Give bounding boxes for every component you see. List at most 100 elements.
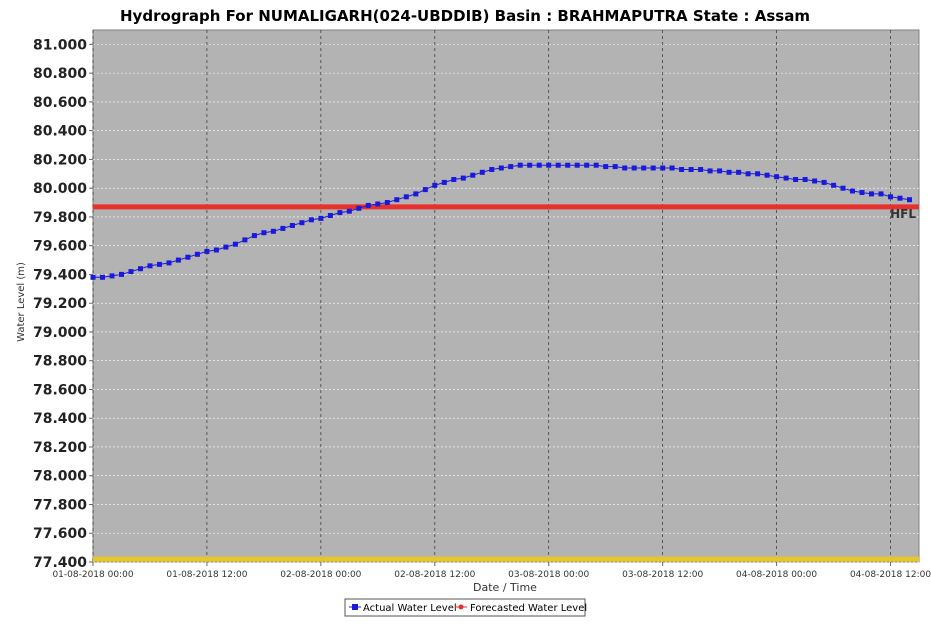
- data-point: [574, 162, 580, 168]
- data-point: [631, 165, 637, 171]
- data-point: [242, 237, 248, 243]
- data-point: [679, 167, 685, 172]
- data-point: [584, 162, 590, 168]
- data-point: [384, 200, 390, 205]
- legend-label-forecast: Forecasted Water Level: [470, 603, 587, 614]
- data-point: [755, 171, 761, 177]
- x-tick-label: 01-08-2018 12:00: [166, 570, 247, 580]
- y-tick-label: 79.800: [33, 210, 87, 226]
- data-point: [90, 274, 96, 280]
- data-point: [508, 164, 514, 170]
- x-tick-label: 02-08-2018 12:00: [394, 570, 475, 580]
- y-tick-label: 80.800: [33, 66, 87, 82]
- x-tick-label: 03-08-2018 12:00: [622, 570, 703, 580]
- data-point: [356, 205, 362, 211]
- y-tick-label: 79.200: [33, 296, 87, 312]
- data-point: [764, 172, 770, 178]
- data-point: [422, 187, 428, 193]
- data-point: [897, 195, 903, 201]
- data-point: [717, 168, 723, 174]
- data-point: [479, 169, 485, 175]
- data-point: [232, 241, 238, 247]
- data-point: [204, 248, 210, 254]
- data-point: [698, 167, 704, 172]
- x-tick-label: 04-08-2018 00:00: [736, 570, 817, 580]
- data-point: [517, 162, 523, 168]
- data-point: [327, 213, 333, 218]
- data-point: [802, 177, 808, 182]
- y-tick-label: 77.800: [33, 497, 87, 513]
- data-point: [213, 247, 219, 253]
- data-point: [261, 230, 267, 236]
- y-tick-label: 80.400: [33, 124, 87, 140]
- y-tick-label: 79.600: [33, 239, 87, 255]
- y-tick-label: 79.400: [33, 267, 87, 283]
- data-point: [707, 168, 713, 174]
- data-point: [318, 215, 324, 221]
- data-point: [451, 177, 457, 182]
- data-point: [812, 178, 818, 184]
- x-axis-ticks: 01-08-2018 00:00 01-08-2018 12:00 02-08-20…: [52, 562, 931, 580]
- data-point: [441, 179, 447, 185]
- data-point: [185, 254, 191, 260]
- data-point: [831, 182, 837, 188]
- data-point: [593, 162, 599, 168]
- data-point: [194, 251, 200, 257]
- data-point: [821, 179, 827, 185]
- data-point: [603, 164, 609, 170]
- y-tick-label: 80.200: [33, 152, 87, 168]
- data-point: [337, 210, 343, 216]
- data-point: [308, 217, 314, 223]
- data-point: [147, 263, 153, 269]
- data-point: [774, 174, 780, 180]
- data-point: [555, 162, 561, 168]
- data-point: [783, 175, 789, 181]
- data-point: [688, 167, 694, 172]
- data-point: [365, 202, 371, 208]
- data-point: [869, 191, 874, 197]
- data-point: [745, 171, 751, 177]
- data-point: [489, 167, 495, 172]
- data-point: [793, 177, 799, 182]
- data-point: [403, 194, 409, 200]
- data-point: [346, 208, 352, 214]
- data-point: [840, 185, 846, 191]
- data-point: [109, 273, 115, 279]
- data-point: [527, 162, 533, 168]
- y-tick-label: 80.600: [33, 95, 87, 111]
- data-point: [119, 271, 124, 277]
- data-point: [299, 220, 305, 226]
- data-point: [270, 228, 276, 234]
- y-tick-label: 78.400: [33, 411, 87, 427]
- data-point: [660, 165, 666, 171]
- x-tick-label: 01-08-2018 00:00: [52, 570, 133, 580]
- data-point: [669, 165, 675, 171]
- y-tick-label: 78.800: [33, 354, 87, 370]
- data-point: [251, 233, 257, 239]
- data-point: [726, 169, 732, 175]
- data-point: [175, 257, 181, 263]
- data-point: [907, 197, 912, 203]
- legend-label-actual: Actual Water Level: [363, 603, 457, 614]
- data-point: [289, 223, 295, 228]
- x-tick-label: 02-08-2018 00:00: [280, 570, 361, 580]
- data-point: [888, 194, 893, 200]
- legend: Actual Water Level Forecasted Water Leve…: [344, 598, 587, 617]
- legend-marker-actual: [352, 604, 358, 610]
- data-point: [536, 162, 542, 168]
- x-tick-label: 03-08-2018 00:00: [508, 570, 589, 580]
- data-point: [375, 201, 381, 207]
- plot-area: [92, 29, 920, 563]
- y-tick-label: 78.000: [33, 469, 87, 485]
- data-point: [470, 172, 476, 178]
- data-point: [641, 165, 647, 171]
- data-point: [280, 225, 286, 231]
- data-point: [850, 188, 855, 194]
- data-point: [622, 165, 628, 171]
- y-tick-label: 80.000: [33, 181, 87, 197]
- data-point: [460, 175, 466, 181]
- y-tick-label: 79.000: [33, 325, 87, 341]
- data-point: [100, 274, 105, 280]
- data-point: [166, 260, 172, 266]
